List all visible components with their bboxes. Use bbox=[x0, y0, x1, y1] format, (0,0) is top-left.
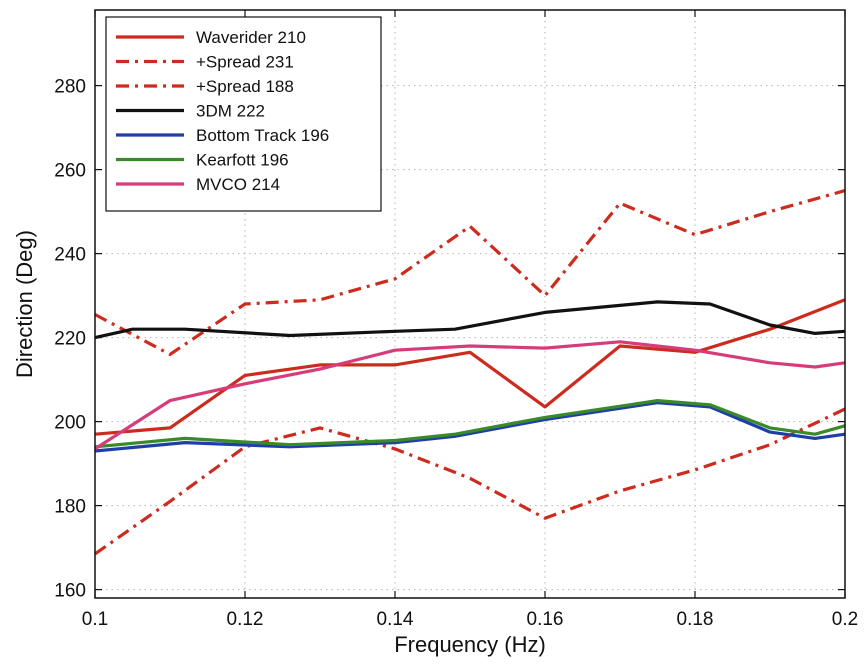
legend-label: +Spread 231 bbox=[196, 53, 294, 72]
y-tick-label: 260 bbox=[54, 161, 86, 182]
legend-box bbox=[105, 16, 382, 212]
series-line-7 bbox=[94, 340, 846, 451]
legend-label: 3DM 222 bbox=[196, 102, 265, 121]
legend-label: +Spread 188 bbox=[196, 77, 294, 96]
legend-label: Waverider 210 bbox=[196, 28, 306, 47]
series-line-5 bbox=[94, 401, 846, 453]
series-line-1 bbox=[94, 298, 846, 436]
x-tick-label: 0.12 bbox=[227, 609, 264, 630]
x-tick-label: 0.1 bbox=[82, 609, 108, 630]
y-tick-label: 280 bbox=[54, 77, 86, 98]
y-tick-label: 160 bbox=[54, 581, 86, 602]
series-line-2 bbox=[94, 189, 846, 356]
legend: Waverider 210 +Spread 231 +Spread 188 3DM 2… bbox=[105, 16, 382, 212]
series-line-3 bbox=[94, 407, 846, 556]
series-group bbox=[94, 189, 846, 556]
legend-label: Kearfott 196 bbox=[196, 151, 289, 170]
axis-ticks: 0.1 0.12 0.14 0.16 0.18 0.2 160 180 200 220 240 260… bbox=[54, 10, 858, 630]
y-tick-label: 200 bbox=[54, 413, 86, 434]
x-tick-label: 0.2 bbox=[832, 609, 858, 630]
x-tick-label: 0.14 bbox=[377, 609, 414, 630]
legend-label: Bottom Track 196 bbox=[196, 126, 329, 145]
plot-area-frame bbox=[94, 9, 846, 599]
y-axis-label: Direction (Deg) bbox=[12, 230, 37, 378]
series-line-4 bbox=[94, 300, 846, 340]
y-tick-label: 220 bbox=[54, 329, 86, 350]
x-tick-label: 0.16 bbox=[527, 609, 564, 630]
legend-label: MVCO 214 bbox=[196, 175, 280, 194]
x-axis-label: Frequency (Hz) bbox=[394, 632, 546, 657]
series-line-6 bbox=[94, 399, 846, 449]
x-tick-label: 0.18 bbox=[677, 609, 714, 630]
y-tick-label: 180 bbox=[54, 497, 86, 518]
y-tick-label: 240 bbox=[54, 245, 86, 266]
